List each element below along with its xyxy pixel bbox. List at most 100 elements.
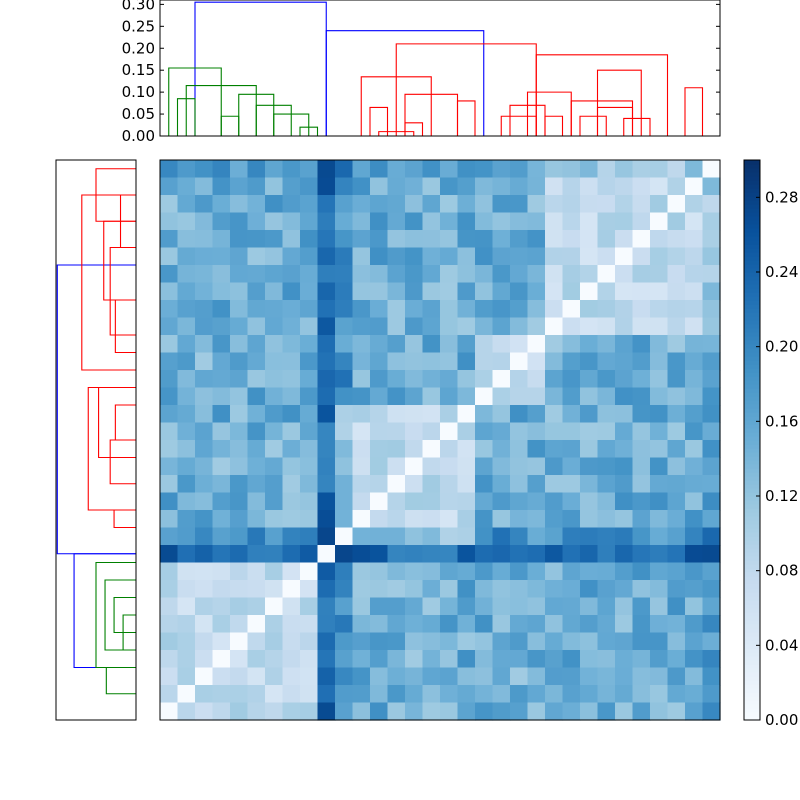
colorbar-segment <box>744 268 760 273</box>
heatmap-cell <box>475 335 494 354</box>
heatmap-cell <box>230 615 249 634</box>
heatmap-cell <box>160 580 179 599</box>
heatmap-cell <box>160 317 179 336</box>
colorbar-segment <box>744 364 760 369</box>
heatmap-cell <box>247 702 266 721</box>
heatmap-cell <box>615 405 634 424</box>
heatmap-cell <box>510 195 529 214</box>
heatmap-cell <box>597 370 616 389</box>
heatmap-cell <box>265 597 284 616</box>
heatmap-cell <box>510 405 529 424</box>
heatmap-cell <box>247 457 266 476</box>
heatmap-cell <box>492 685 511 704</box>
colorbar-segment <box>744 420 760 425</box>
heatmap-cell <box>247 492 266 511</box>
heatmap-cell <box>230 597 249 616</box>
heatmap-cell <box>580 265 599 284</box>
heatmap-cell <box>650 457 669 476</box>
heatmap-cell <box>352 352 371 371</box>
heatmap-cell <box>580 650 599 669</box>
colorbar-segment <box>744 356 760 361</box>
heatmap-cell <box>405 422 424 441</box>
heatmap-cell <box>527 667 546 686</box>
colorbar-segment <box>744 552 760 557</box>
heatmap-cell <box>615 195 634 214</box>
heatmap-cell <box>597 527 616 546</box>
heatmap-cell <box>492 195 511 214</box>
heatmap-cell <box>265 702 284 721</box>
colorbar-frame <box>743 159 761 721</box>
heatmap-cell <box>300 702 319 721</box>
heatmap-cell <box>387 195 406 214</box>
heatmap-cell <box>352 632 371 651</box>
heatmap-cell <box>265 247 284 266</box>
colorbar-segment <box>744 280 760 285</box>
heatmap-cell <box>282 422 301 441</box>
heatmap-cell <box>317 317 336 336</box>
colorbar-segment <box>744 712 760 717</box>
heatmap-cell <box>247 615 266 634</box>
colorbar-segment <box>744 708 760 713</box>
heatmap-cell <box>510 527 529 546</box>
colorbar-segment <box>744 236 760 241</box>
heatmap-cell <box>177 475 196 494</box>
colorbar-segment <box>744 700 760 705</box>
heatmap-cell <box>492 265 511 284</box>
heatmap-cell <box>335 387 354 406</box>
heatmap-cell <box>597 265 616 284</box>
heatmap-cell <box>352 650 371 669</box>
heatmap-cell <box>457 195 476 214</box>
heatmap-cell <box>597 335 616 354</box>
heatmap-cell <box>545 405 564 424</box>
heatmap-cell <box>265 510 284 529</box>
heatmap-cell <box>405 195 424 214</box>
top-dendrogram-link <box>176 98 196 136</box>
heatmap-cell <box>440 177 459 196</box>
heatmap-cell <box>527 475 546 494</box>
heatmap-cell <box>527 562 546 581</box>
heatmap-cell <box>632 562 651 581</box>
heatmap-cell <box>177 457 196 476</box>
heatmap-cell <box>580 667 599 686</box>
heatmap-cell <box>702 317 721 336</box>
heatmap-cell <box>370 562 389 581</box>
colorbar-segment <box>744 664 760 669</box>
colorbar-tick-label: 0.12 <box>765 487 798 505</box>
heatmap-cell <box>580 405 599 424</box>
heatmap-cell <box>597 160 616 179</box>
heatmap-cell <box>405 597 424 616</box>
heatmap-cell <box>597 685 616 704</box>
heatmap-cell <box>265 195 284 214</box>
heatmap-cell <box>160 300 179 319</box>
left-dendrogram-link <box>114 404 136 441</box>
heatmap-cell <box>492 352 511 371</box>
heatmap-cell <box>632 632 651 651</box>
heatmap-cell <box>510 510 529 529</box>
heatmap-cell <box>177 317 196 336</box>
heatmap-cell <box>685 632 704 651</box>
colorbar-segment <box>744 640 760 645</box>
heatmap-cell <box>650 580 669 599</box>
top-dendrogram-tick-label: 0.15 <box>122 61 155 79</box>
heatmap-cell <box>650 195 669 214</box>
heatmap-cell <box>527 387 546 406</box>
heatmap-cell <box>405 440 424 459</box>
left-dendrogram-link <box>122 614 136 651</box>
heatmap-cell <box>370 475 389 494</box>
heatmap-cell <box>650 300 669 319</box>
heatmap-cell <box>335 335 354 354</box>
heatmap-cell <box>265 457 284 476</box>
heatmap-cell <box>422 615 441 634</box>
heatmap-cell <box>440 405 459 424</box>
heatmap-cell <box>510 492 529 511</box>
heatmap-cell <box>422 247 441 266</box>
heatmap-cell <box>335 545 354 564</box>
heatmap-cell <box>702 422 721 441</box>
heatmap-cell <box>440 230 459 249</box>
colorbar-segment <box>744 660 760 665</box>
heatmap-cell <box>282 597 301 616</box>
heatmap-cell <box>615 212 634 231</box>
heatmap-cell <box>615 335 634 354</box>
heatmap-cell <box>597 282 616 301</box>
heatmap-cell <box>440 317 459 336</box>
